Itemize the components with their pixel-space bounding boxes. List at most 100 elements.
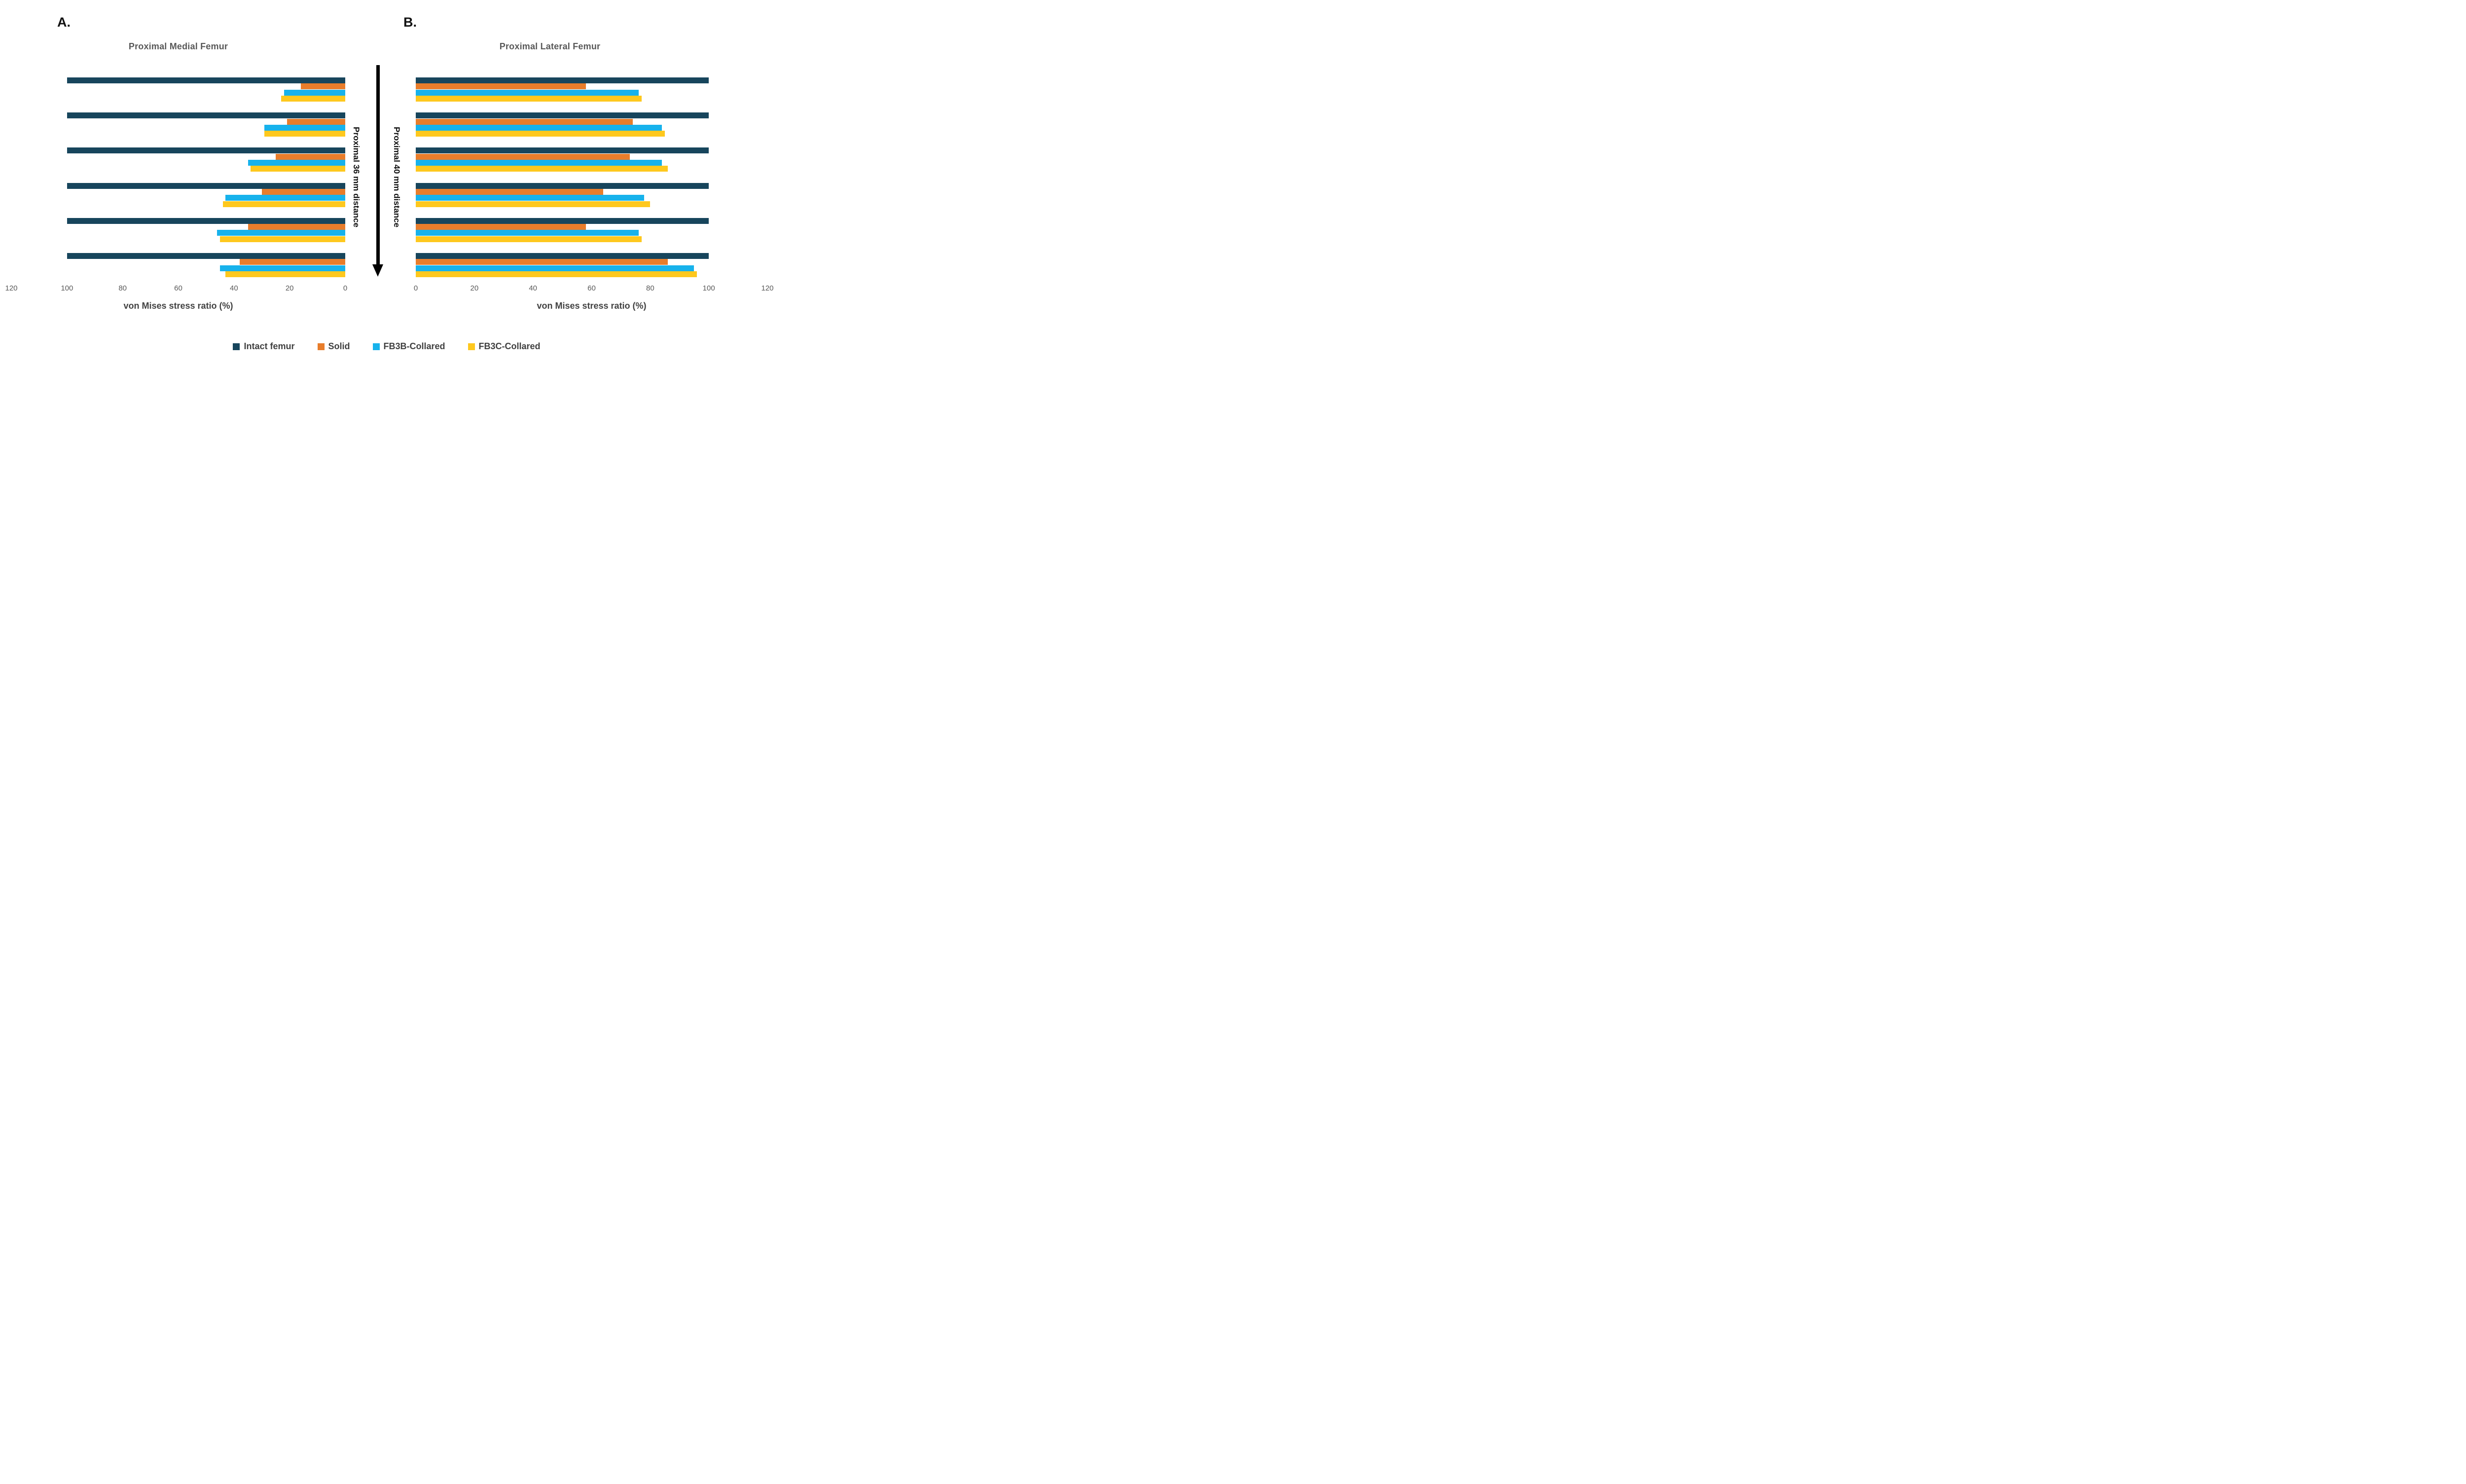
legend-label: Solid <box>328 341 350 351</box>
bar-fb3c-collared <box>220 236 345 242</box>
legend-swatch-icon <box>317 343 325 350</box>
bar-intact-femur <box>67 112 345 119</box>
bar-intact-femur <box>67 147 345 154</box>
x-axis-tick-label: 100 <box>702 284 715 292</box>
bar-group <box>11 217 345 242</box>
chart-a-x-axis-title: von Mises stress ratio (%) <box>123 301 233 311</box>
x-axis-tick-label: 40 <box>229 284 238 292</box>
bar-solid <box>275 153 345 160</box>
bar-group <box>416 112 767 137</box>
legend: Intact femur Solid FB3B-Collared FB3C-Colla… <box>0 341 773 352</box>
x-axis-tick-label: 100 <box>61 284 73 292</box>
figure: A. B. Proximal Medial Femur Proximal Lat… <box>0 0 774 362</box>
down-arrow-icon <box>372 264 383 277</box>
legend-item: FB3B-Collared <box>372 341 445 352</box>
bar-solid <box>416 259 668 265</box>
bar-fb3b-collared <box>248 160 345 166</box>
x-axis-tick-label: 80 <box>646 284 654 292</box>
chart-b-plot <box>416 77 767 277</box>
bar-fb3b-collared <box>225 195 345 201</box>
bar-group <box>11 112 345 137</box>
bar-fb3c-collared <box>222 201 345 207</box>
bar-group <box>11 253 345 277</box>
bar-fb3c-collared <box>416 95 642 102</box>
bar-fb3c-collared <box>225 271 345 277</box>
legend-swatch-icon <box>468 343 475 350</box>
down-arrow-line <box>376 65 380 264</box>
arrow-left-label: Proximal 36 mm distance <box>352 127 361 228</box>
bar-group <box>416 217 767 242</box>
bar-intact-femur <box>67 77 345 83</box>
legend-item: Intact femur <box>233 341 295 352</box>
legend-label: FB3B-Collared <box>383 341 445 351</box>
x-axis-tick-label: 40 <box>529 284 537 292</box>
chart-a-x-axis-ticks: 120 100 80 60 40 20 0 <box>5 284 348 294</box>
bar-intact-femur <box>67 217 345 224</box>
bar-solid <box>416 83 586 90</box>
legend-label: Intact femur <box>244 341 295 351</box>
bar-fb3b-collared <box>284 89 345 96</box>
chart-b-title: Proximal Lateral Femur <box>499 41 601 51</box>
bar-fb3b-collared <box>416 89 639 96</box>
legend-label: FB3C-Collared <box>478 341 541 351</box>
bar-intact-femur <box>416 182 709 189</box>
bar-solid <box>239 259 345 265</box>
x-axis-tick-label: 0 <box>343 284 348 292</box>
bar-fb3c-collared <box>416 271 697 277</box>
bar-fb3b-collared <box>416 265 694 271</box>
bar-group <box>11 182 345 207</box>
bar-intact-femur <box>416 217 709 224</box>
bar-group <box>416 182 767 207</box>
legend-item: FB3C-Collared <box>468 341 541 352</box>
bar-fb3b-collared <box>416 195 645 201</box>
bar-fb3b-collared <box>416 160 662 166</box>
bar-solid <box>416 188 604 195</box>
x-axis-tick-label: 120 <box>761 284 774 292</box>
bar-group <box>416 77 767 102</box>
bar-solid <box>287 118 345 125</box>
bar-solid <box>261 188 345 195</box>
bar-solid <box>248 224 345 230</box>
bar-fb3c-collared <box>416 131 665 137</box>
chart-b-x-axis-title: von Mises stress ratio (%) <box>537 301 647 311</box>
x-axis-tick-label: 80 <box>118 284 127 292</box>
bar-fb3c-collared <box>416 166 668 172</box>
bar-intact-femur <box>416 147 709 154</box>
bar-group <box>416 147 767 172</box>
bar-intact-femur <box>416 77 709 83</box>
bar-fb3c-collared <box>416 236 642 242</box>
bar-group <box>11 77 345 102</box>
bar-intact-femur <box>67 182 345 189</box>
bar-solid <box>416 224 586 230</box>
bar-fb3b-collared <box>264 124 345 131</box>
bar-intact-femur <box>416 253 709 259</box>
bar-fb3c-collared <box>281 95 345 102</box>
bar-fb3b-collared <box>416 230 639 236</box>
legend-swatch-icon <box>233 343 240 350</box>
chart-a-title: Proximal Medial Femur <box>128 41 228 51</box>
arrow-right-label: Proximal 40 mm distance <box>392 127 401 228</box>
bar-solid <box>300 83 345 90</box>
chart-b-x-axis-ticks: 0 20 40 60 80 100 120 <box>413 284 774 294</box>
bar-fb3c-collared <box>264 131 345 137</box>
bar-group <box>11 147 345 172</box>
bar-solid <box>416 118 633 125</box>
bar-fb3c-collared <box>416 201 651 207</box>
x-axis-tick-label: 20 <box>470 284 479 292</box>
bar-group <box>416 253 767 277</box>
legend-swatch-icon <box>372 343 380 350</box>
bar-intact-femur <box>67 253 345 259</box>
bar-intact-femur <box>416 112 709 119</box>
chart-a-plot <box>11 77 345 277</box>
bar-fb3b-collared <box>217 230 345 236</box>
bar-fb3c-collared <box>251 166 345 172</box>
bar-fb3b-collared <box>220 265 345 271</box>
legend-item: Solid <box>317 341 350 352</box>
bar-fb3b-collared <box>416 124 662 131</box>
x-axis-tick-label: 120 <box>5 284 18 292</box>
x-axis-tick-label: 60 <box>587 284 596 292</box>
bar-solid <box>416 153 630 160</box>
x-axis-tick-label: 0 <box>413 284 418 292</box>
x-axis-tick-label: 20 <box>285 284 294 292</box>
x-axis-tick-label: 60 <box>174 284 182 292</box>
